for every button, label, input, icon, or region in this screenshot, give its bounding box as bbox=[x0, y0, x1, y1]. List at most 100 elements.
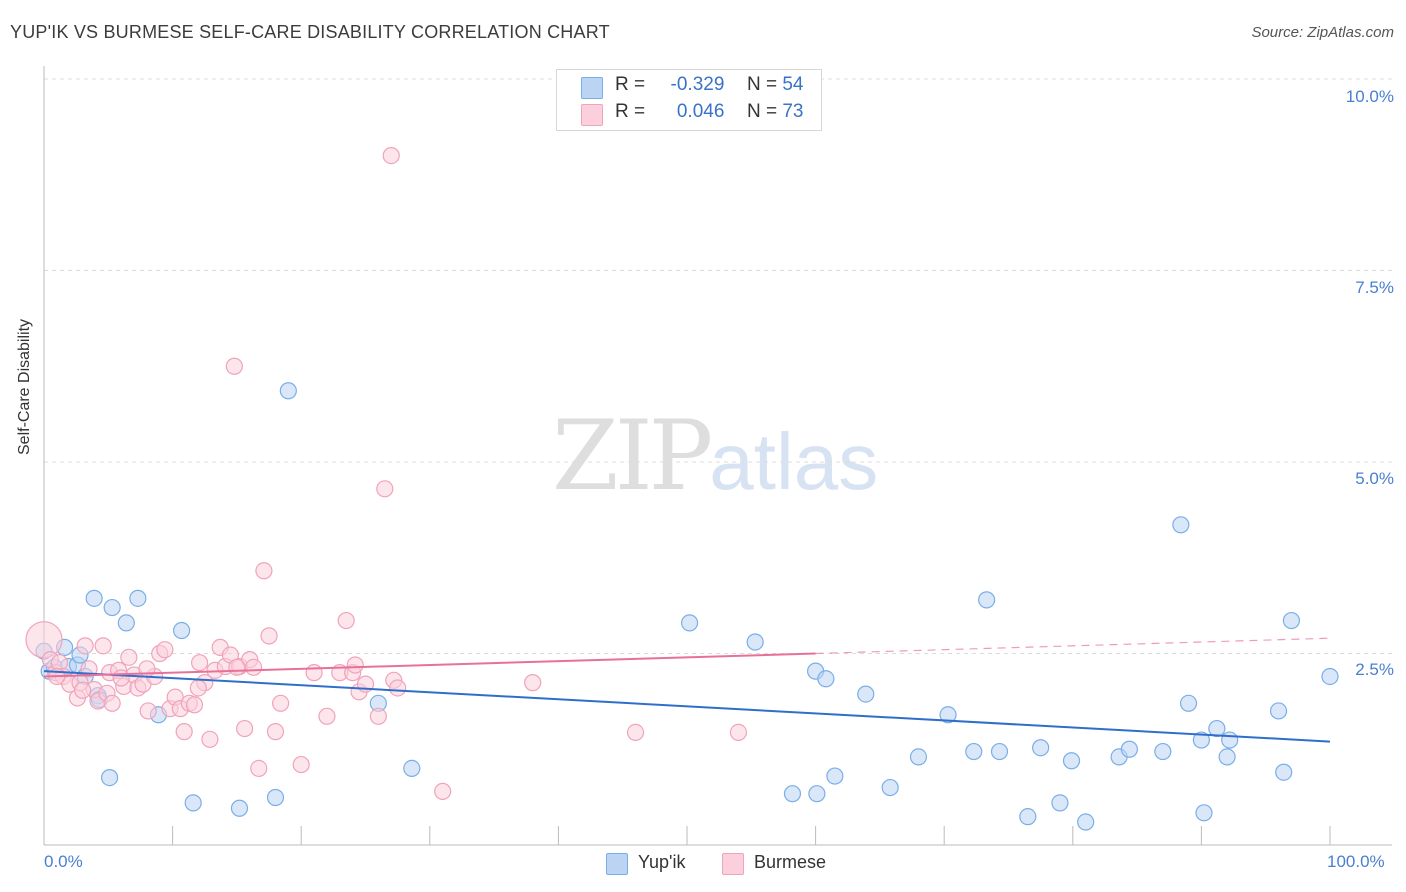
watermark-zip: ZIP bbox=[552, 400, 713, 512]
yupik-point bbox=[909, 748, 928, 766]
burmese-point bbox=[103, 694, 121, 712]
source-label: Source: ZipAtlas.com bbox=[1251, 24, 1394, 41]
burmese-point bbox=[729, 723, 748, 741]
legend-r-value: 0.046 bbox=[676, 101, 725, 122]
y-axis-label: Self-Care Disability bbox=[16, 318, 33, 455]
yupik-point bbox=[85, 589, 103, 607]
legend-n-label: N = bbox=[746, 74, 778, 95]
legend-n-label: N = bbox=[746, 101, 778, 122]
yupik-point bbox=[403, 759, 421, 778]
burmese-point bbox=[346, 656, 364, 674]
burmese-point bbox=[25, 621, 63, 659]
bottom-legend-swatch-burmese bbox=[722, 853, 744, 875]
yupik-point bbox=[1077, 813, 1095, 831]
burmese-point bbox=[305, 664, 323, 682]
yupik-point bbox=[826, 767, 844, 785]
burmese-point bbox=[318, 707, 336, 725]
y-tick-2-5: 2.5% bbox=[1355, 660, 1394, 679]
yupik-point bbox=[129, 589, 147, 607]
legend-r-label: R = bbox=[615, 74, 646, 95]
burmese-point bbox=[376, 480, 394, 498]
burmese-point bbox=[228, 658, 246, 676]
yupik-point bbox=[857, 685, 875, 703]
legend-n-value: 73 bbox=[782, 101, 804, 122]
yupik-point bbox=[230, 799, 249, 817]
yupik-point bbox=[978, 591, 996, 609]
burmese-point bbox=[76, 637, 94, 655]
y-tick-7-5: 7.5% bbox=[1355, 278, 1394, 297]
legend-n-value: 54 bbox=[782, 74, 804, 95]
yupik-trendline bbox=[43, 670, 1331, 743]
yupik-point bbox=[1179, 694, 1198, 712]
bottom-legend-swatch-yupik bbox=[606, 853, 628, 875]
burmese-point bbox=[245, 658, 263, 676]
burmese-point bbox=[434, 782, 452, 800]
yupik-point bbox=[1221, 731, 1239, 749]
burmese-trendline-extension bbox=[815, 637, 1331, 655]
burmese-point bbox=[250, 759, 268, 778]
yupik-point bbox=[817, 670, 835, 688]
y-tick-10: 10.0% bbox=[1345, 87, 1394, 106]
burmese-point bbox=[369, 707, 387, 725]
burmese-point bbox=[266, 723, 285, 741]
chart-title: YUP'IK VS BURMESE SELF-CARE DISABILITY C… bbox=[10, 22, 610, 42]
yupik-point bbox=[1269, 702, 1288, 720]
yupik-point bbox=[1282, 611, 1301, 630]
burmese-point bbox=[225, 357, 243, 375]
burmese-point bbox=[189, 679, 207, 697]
yupik-point bbox=[881, 778, 899, 797]
yupik-point bbox=[783, 785, 802, 803]
yupik-point bbox=[117, 614, 135, 632]
watermark: ZIPatlas bbox=[552, 400, 878, 512]
yupik-point bbox=[173, 621, 191, 640]
yupik-point bbox=[808, 785, 826, 803]
yupik-point bbox=[1275, 763, 1293, 781]
legend-swatch-yupik bbox=[581, 77, 603, 99]
yupik-point bbox=[1154, 742, 1172, 761]
burmese-point bbox=[73, 681, 92, 699]
burmese-point bbox=[94, 637, 112, 655]
y-tick-5: 5.0% bbox=[1355, 469, 1394, 488]
burmese-point bbox=[201, 730, 219, 748]
burmese-point bbox=[236, 719, 254, 738]
yupik-point bbox=[990, 742, 1009, 761]
bottom-legend-label-burmese: Burmese bbox=[754, 852, 827, 872]
burmese-point bbox=[272, 694, 290, 712]
yupik-point bbox=[1062, 752, 1081, 770]
burmese-point bbox=[120, 648, 138, 666]
watermark-atlas: atlas bbox=[709, 417, 879, 506]
yupik-point bbox=[1172, 516, 1190, 534]
yupik-point bbox=[939, 706, 957, 724]
yupik-point bbox=[1218, 748, 1236, 766]
yupik-point bbox=[1019, 808, 1037, 826]
legend-r-label: R = bbox=[615, 101, 646, 122]
yupik-point bbox=[1195, 804, 1213, 822]
burmese-point bbox=[382, 147, 400, 165]
stats-legend: R = -0.329 N = 54 R = 0.046 N = 73 bbox=[556, 69, 822, 131]
yupik-point bbox=[279, 382, 297, 400]
yupik-point bbox=[1321, 667, 1339, 686]
burmese-point bbox=[389, 679, 407, 697]
yupik-point bbox=[1051, 794, 1069, 812]
x-tick-min: 0.0% bbox=[44, 852, 83, 871]
legend-swatch-burmese bbox=[581, 104, 603, 126]
burmese-point bbox=[292, 755, 310, 774]
burmese-point bbox=[175, 723, 193, 741]
legend-r-value: -0.329 bbox=[670, 74, 725, 95]
burmese-trendline bbox=[43, 652, 816, 678]
burmese-point bbox=[337, 611, 355, 630]
yupik-point bbox=[1192, 731, 1211, 749]
yupik-point bbox=[965, 742, 983, 761]
yupik-point bbox=[266, 788, 285, 807]
burmese-point bbox=[626, 723, 645, 741]
yupik-point bbox=[680, 614, 699, 632]
burmese-point bbox=[191, 654, 209, 672]
yupik-point bbox=[100, 768, 119, 787]
bottom-legend-label-yupik: Yup'ik bbox=[638, 852, 686, 872]
burmese-point bbox=[260, 627, 278, 645]
burmese-point bbox=[139, 702, 157, 720]
burmese-point bbox=[156, 641, 174, 659]
yupik-point bbox=[746, 633, 764, 651]
burmese-point bbox=[185, 696, 204, 714]
